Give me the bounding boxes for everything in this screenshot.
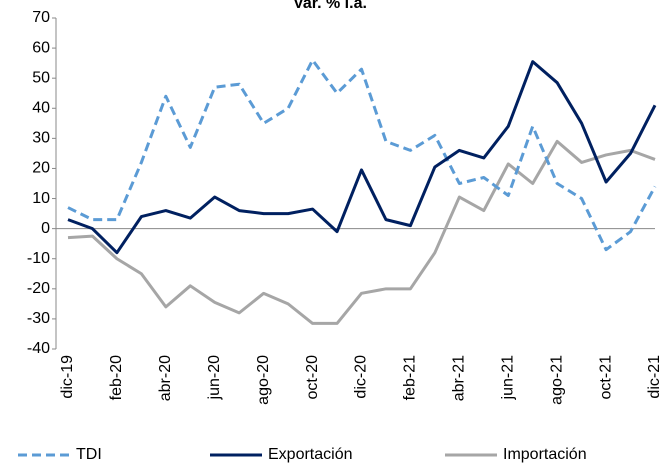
legend-label: Importación: [503, 446, 587, 463]
y-tick-label: 50: [32, 69, 50, 86]
series-line: [67, 58, 657, 252]
y-tick-label: 20: [32, 160, 50, 177]
y-tick-label: -40: [27, 340, 50, 357]
x-tick-label: feb-21: [402, 355, 419, 400]
x-tick-label: jun-20: [206, 355, 223, 401]
y-tick-label: -10: [27, 250, 50, 267]
series-line: [67, 60, 657, 255]
y-tick-label: 30: [32, 130, 50, 147]
x-tick-label: dic-19: [59, 355, 76, 399]
x-tick-label: dic-20: [353, 355, 370, 399]
y-tick-label: 10: [32, 190, 50, 207]
y-tick-label: -20: [27, 280, 50, 297]
x-tick-label: ago-21: [548, 355, 565, 405]
chart-title: Var. % i.a.: [293, 0, 367, 12]
legend-label: TDI: [76, 446, 102, 463]
y-tick-label: 70: [32, 9, 50, 26]
x-tick-label: feb-20: [108, 355, 125, 400]
x-tick-label: abr-21: [451, 355, 468, 401]
x-tick-label: ago-20: [255, 355, 272, 405]
y-tick-label: 40: [32, 99, 50, 116]
series-line: [67, 139, 656, 325]
legend-label: Exportación: [268, 446, 353, 463]
y-tick-label: 60: [32, 39, 50, 56]
y-tick-label: 0: [41, 220, 50, 237]
x-tick-label: oct-21: [597, 355, 614, 400]
x-tick-label: abr-20: [157, 355, 174, 401]
x-tick-label: jun-21: [499, 355, 516, 401]
x-tick-label: oct-20: [304, 355, 321, 400]
y-tick-label: -30: [27, 310, 50, 327]
x-tick-label: dic-21: [646, 355, 659, 399]
